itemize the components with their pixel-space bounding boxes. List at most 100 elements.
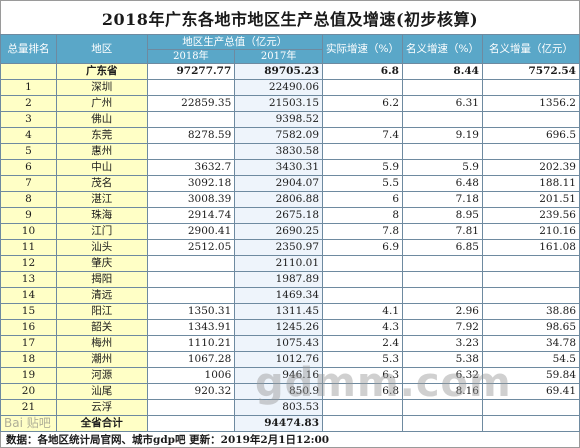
gdp-2018-cell <box>146 287 236 304</box>
nominal-growth-cell <box>402 271 483 288</box>
region-cell: 揭阳 <box>55 271 148 288</box>
rank-cell <box>0 415 57 432</box>
rank-cell: 4 <box>0 127 57 144</box>
real-growth-header: 实际增速（%） <box>322 34 403 64</box>
baidu-tieba-watermark: Bai 贴吧 <box>4 416 51 430</box>
nominal-increase-cell: 201.51 <box>481 191 580 208</box>
nominal-growth-cell <box>402 415 483 432</box>
real-growth-cell <box>322 79 403 96</box>
table-row: 16 韶关 1343.91 1245.26 4.3 7.92 98.65 <box>0 319 580 336</box>
real-growth-cell <box>322 111 403 128</box>
nominal-increase-cell: 1356.2 <box>481 95 580 112</box>
table-row: 6 中山 3632.7 3430.31 5.9 5.9 202.39 <box>0 159 580 176</box>
gdp-2017-cell: 1311.45 <box>234 303 324 320</box>
gdp-2017-cell: 2350.97 <box>234 239 324 256</box>
table-row: 17 梅州 1110.21 1075.43 2.4 3.23 34.78 <box>0 335 580 352</box>
nominal-increase-cell: 34.78 <box>481 335 580 352</box>
gdp-2018-cell: 1067.28 <box>146 351 236 368</box>
region-cell: 潮州 <box>55 351 148 368</box>
region-cell: 清远 <box>55 287 148 304</box>
region-cell: 茂名 <box>55 175 148 192</box>
rank-cell: 8 <box>0 191 57 208</box>
gdp-2018-cell: 97277.77 <box>146 63 236 80</box>
real-growth-cell: 2.4 <box>322 335 403 352</box>
region-cell: 河源 <box>55 367 148 384</box>
region-cell: 汕尾 <box>55 383 148 400</box>
table-row: 12 肇庆 2110.01 <box>0 255 580 272</box>
nominal-increase-cell: 696.5 <box>481 127 580 144</box>
rank-cell: 15 <box>0 303 57 320</box>
gdp-2018-cell <box>146 399 236 416</box>
nominal-growth-cell: 6.32 <box>402 367 483 384</box>
region-header: 地区 <box>55 34 148 64</box>
gdp-2018-cell: 2512.05 <box>146 239 236 256</box>
gdp-2018-cell: 22859.35 <box>146 95 236 112</box>
rank-cell: 21 <box>0 399 57 416</box>
gdp-2018-cell <box>146 79 236 96</box>
gdp-2017-cell: 2675.18 <box>234 207 324 224</box>
table-row: 8 湛江 3008.39 2806.88 6 7.18 201.51 <box>0 191 580 208</box>
table-row: 3 佛山 9398.52 <box>0 111 580 128</box>
nominal-increase-cell <box>481 111 580 128</box>
real-growth-cell <box>322 271 403 288</box>
real-growth-cell: 7.4 <box>322 127 403 144</box>
nominal-increase-cell <box>481 399 580 416</box>
nominal-growth-cell: 5.38 <box>402 351 483 368</box>
gdp-2017-cell: 2110.01 <box>234 255 324 272</box>
real-growth-cell: 4.3 <box>322 319 403 336</box>
gdp-2017-cell: 1987.89 <box>234 271 324 288</box>
sum-row: 全省合计 94474.83 <box>0 415 580 432</box>
nominal-growth-cell: 6.48 <box>402 175 483 192</box>
nominal-growth-cell: 7.18 <box>402 191 483 208</box>
gdp-2018-cell: 2900.41 <box>146 223 236 240</box>
gdp-2018-cell: 920.32 <box>146 383 236 400</box>
rank-cell: 16 <box>0 319 57 336</box>
region-cell: 阳江 <box>55 303 148 320</box>
nominal-growth-cell: 8.16 <box>402 383 483 400</box>
nominal-growth-cell: 8.95 <box>402 207 483 224</box>
table-row: 4 东莞 8278.59 7582.09 7.4 9.19 696.5 <box>0 127 580 144</box>
footer-note: 数据：各地区统计局官网、城市gdp吧 更新：2019年2月1日12:00 <box>6 434 330 446</box>
gdp-2017-cell: 2806.88 <box>234 191 324 208</box>
gdp-2018-cell: 3008.39 <box>146 191 236 208</box>
region-cell: 全省合计 <box>55 415 148 432</box>
real-growth-cell <box>322 143 403 160</box>
gdp-2017-cell: 89705.23 <box>234 63 324 80</box>
table-row: 2 广州 22859.35 21503.15 6.2 6.31 1356.2 <box>0 95 580 112</box>
nominal-growth-cell: 6.85 <box>402 239 483 256</box>
table-row: 21 云浮 803.53 <box>0 399 580 416</box>
rank-cell: 19 <box>0 367 57 384</box>
real-growth-cell <box>322 415 403 432</box>
real-growth-cell: 5.5 <box>322 175 403 192</box>
real-growth-cell: 6.2 <box>322 95 403 112</box>
gdp-2017-cell: 1469.34 <box>234 287 324 304</box>
gdp-2018-cell <box>146 111 236 128</box>
year-2018-header: 2018年 <box>146 49 236 64</box>
real-growth-cell: 6.8 <box>322 383 403 400</box>
table-row: 11 汕头 2512.05 2350.97 6.9 6.85 161.08 <box>0 239 580 256</box>
watermark: gdmm.com <box>255 360 512 406</box>
nominal-increase-cell <box>481 271 580 288</box>
region-cell: 中山 <box>55 159 148 176</box>
gdp-2018-cell <box>146 415 236 432</box>
rank-cell: 14 <box>0 287 57 304</box>
rank-cell: 11 <box>0 239 57 256</box>
nominal-increase-cell <box>481 287 580 304</box>
rank-cell: 7 <box>0 175 57 192</box>
rank-cell: 12 <box>0 255 57 272</box>
rank-header: 总量排名 <box>0 34 57 64</box>
rank-cell: 2 <box>0 95 57 112</box>
gdp-2017-cell: 1075.43 <box>234 335 324 352</box>
real-growth-cell: 8 <box>322 207 403 224</box>
gdp-2017-cell: 7582.09 <box>234 127 324 144</box>
table-row: 14 清远 1469.34 <box>0 287 580 304</box>
nominal-increase-cell: 59.84 <box>481 367 580 384</box>
nominal-growth-cell: 6.31 <box>402 95 483 112</box>
real-growth-cell: 5.9 <box>322 159 403 176</box>
gdp-2017-cell: 1245.26 <box>234 319 324 336</box>
nominal-growth-cell <box>402 111 483 128</box>
region-cell: 汕头 <box>55 239 148 256</box>
nominal-increase-cell <box>481 415 580 432</box>
rank-cell: 18 <box>0 351 57 368</box>
nominal-increase-cell: 54.5 <box>481 351 580 368</box>
